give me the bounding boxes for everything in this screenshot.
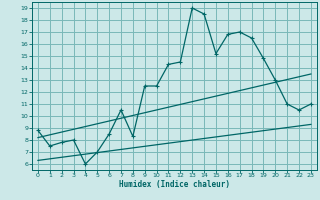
X-axis label: Humidex (Indice chaleur): Humidex (Indice chaleur) [119,180,230,189]
